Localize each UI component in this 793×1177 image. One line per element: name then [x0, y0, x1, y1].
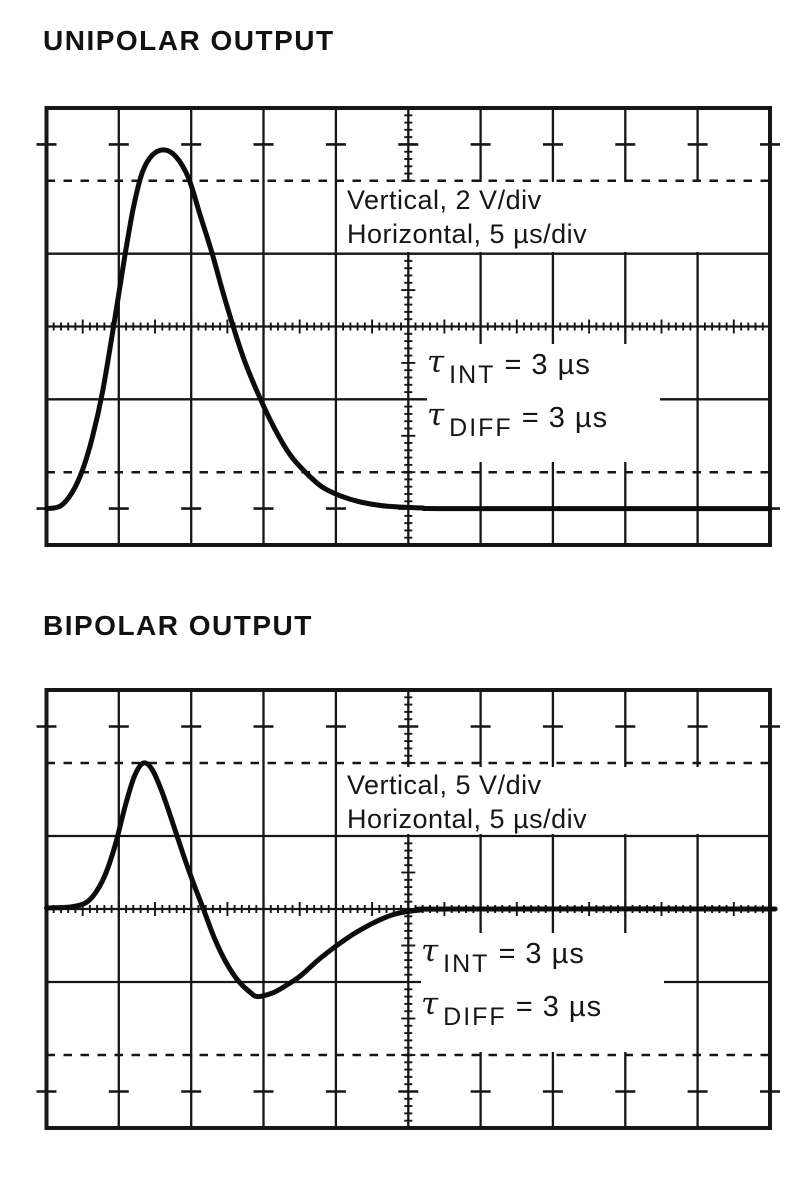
tau-subscript: DIFF: [449, 414, 513, 442]
tau-symbol: τ: [427, 344, 445, 380]
tau-subscript: DIFF: [443, 1003, 507, 1031]
tau-diff-line: τ DIFF = 3 µs: [421, 986, 664, 1039]
tau-value: = 3 µs: [515, 991, 603, 1023]
tau-subscript: INT: [449, 361, 496, 389]
tau-symbol: τ: [421, 986, 439, 1022]
tau-symbol: τ: [427, 397, 445, 433]
tau-value: = 3 µs: [521, 402, 609, 434]
bipolar-waveform-trace: [44, 760, 778, 1000]
bipolar-scale-note: Vertical, 5 V/div Horizontal, 5 µs/div: [340, 767, 713, 834]
horizontal-scale-label: Horizontal, 5 µs/div: [347, 219, 588, 249]
tau-symbol: τ: [421, 933, 439, 969]
vertical-scale-label: Vertical, 5 V/div: [347, 770, 542, 800]
horizontal-scale-label: Horizontal, 5 µs/div: [347, 804, 588, 834]
bipolar-tau-note: τ INT = 3 µs τ DIFF = 3 µs: [421, 933, 664, 1052]
tau-subscript: INT: [443, 950, 490, 978]
vertical-scale-label: Vertical, 2 V/div: [347, 185, 542, 215]
tau-diff-line: τ DIFF = 3 µs: [427, 397, 660, 450]
tau-int-line: τ INT = 3 µs: [427, 344, 660, 397]
tau-value: = 3 µs: [504, 349, 591, 381]
unipolar-graticule-border: [44, 106, 772, 547]
tau-int-line: τ INT = 3 µs: [421, 933, 664, 986]
unipolar-tau-note: τ INT = 3 µs τ DIFF = 3 µs: [427, 344, 660, 462]
unipolar-output-title: UNIPOLAR OUTPUT: [43, 25, 335, 56]
unipolar-graticule: [36, 106, 780, 547]
unipolar-scale-note: Vertical, 2 V/div Horizontal, 5 µs/div: [340, 182, 713, 252]
bipolar-output-title: BIPOLAR OUTPUT: [43, 610, 313, 641]
tau-value: = 3 µs: [498, 938, 585, 970]
unipolar-waveform-trace: [44, 147, 773, 512]
